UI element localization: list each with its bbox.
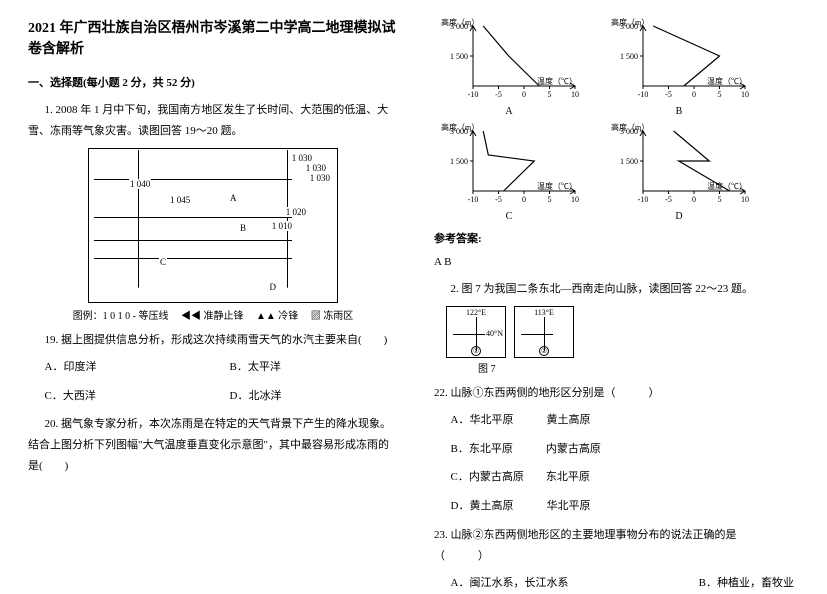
svg-text:5: 5 (548, 195, 552, 204)
svg-text:10: 10 (741, 90, 749, 99)
map-label: 1 030 (305, 163, 327, 173)
question-19: 19. 据上图提供信息分析，形成这次持续雨雪天气的水汽主要来自( ) (28, 330, 398, 351)
svg-text:10: 10 (571, 90, 579, 99)
svg-text:-5: -5 (665, 195, 672, 204)
map-label: 1 040 (129, 179, 151, 189)
mini-lon-1: 122°E (466, 308, 486, 317)
q22-opt-b: B．东北平原 内蒙古高原 (434, 439, 794, 460)
mini-lat-1: 40°N (486, 329, 503, 338)
q2-intro: 2. 图 7 为我国二条东北—西南走向山脉，读图回答 22～23 题。 (434, 279, 794, 300)
mini-fig-2: 113°E ② (514, 306, 574, 358)
svg-text:-5: -5 (665, 90, 672, 99)
q19-opt-c: C．大西洋 (28, 386, 213, 407)
svg-text:高度（m）: 高度（m） (611, 123, 649, 132)
chart-c: 3 0001 500-10-50510高度（m）温度（℃） C (434, 123, 584, 222)
mini-figures: 122°E 40°N ① 113°E ② (446, 306, 794, 358)
chart-a: 3 0001 500-10-50510高度（m）温度（℃） A (434, 18, 584, 117)
chart-d: 3 0001 500-10-50510高度（m）温度（℃） D (604, 123, 754, 222)
svg-text:1 500: 1 500 (620, 157, 638, 166)
map-label: 1 020 (285, 207, 307, 217)
svg-text:0: 0 (522, 195, 526, 204)
mini-fig-1: 122°E 40°N ① (446, 306, 506, 358)
svg-text:1 500: 1 500 (450, 52, 468, 61)
svg-text:温度（℃）: 温度（℃） (537, 181, 577, 191)
map-legend: 图例：1 0 1 0 - 等压线 ◀◀ 准静止锋 ▲▲ 冷锋 ▨ 冻雨区 (28, 307, 398, 322)
svg-text:-10: -10 (468, 195, 479, 204)
map-label: 1 045 (169, 195, 191, 205)
map-label: 1 030 (309, 173, 331, 183)
answer-heading: 参考答案: (434, 230, 794, 246)
map-label: A (229, 193, 238, 203)
mini-num-1: ① (471, 346, 481, 356)
question-23: 23. 山脉②东西两侧地形区的主要地理事物分布的说法正确的是 （ ） (434, 525, 794, 567)
section-1-head: 一、选择题(每小题 2 分，共 52 分) (28, 74, 398, 90)
mini-fig-caption: 图 7 (478, 360, 794, 375)
svg-text:0: 0 (692, 195, 696, 204)
mini-num-2: ② (539, 346, 549, 356)
q22-opt-a: A．华北平原 黄土高原 (434, 410, 794, 431)
exam-title: 2021 年广西壮族自治区梧州市岑溪第二中学高二地理模拟试卷含解析 (28, 18, 398, 60)
q1-intro: 1. 2008 年 1 月中下旬，我国南方地区发生了长时间、大范围的低温、大雪、… (28, 100, 398, 142)
map-label: D (269, 282, 278, 292)
answer-1: A B (434, 252, 794, 273)
svg-text:5: 5 (548, 90, 552, 99)
svg-text:10: 10 (571, 195, 579, 204)
svg-text:1 500: 1 500 (620, 52, 638, 61)
chart-b: 3 0001 500-10-50510高度（m）温度（℃） B (604, 18, 754, 117)
svg-text:-10: -10 (638, 90, 649, 99)
svg-text:高度（m）: 高度（m） (611, 18, 649, 27)
chart-b-label: B (604, 106, 754, 117)
question-22: 22. 山脉①东西两侧的地形区分别是（ ） (434, 383, 794, 404)
map-label: B (239, 223, 247, 233)
svg-text:10: 10 (741, 195, 749, 204)
charts-grid: 3 0001 500-10-50510高度（m）温度（℃） A 3 0001 5… (434, 18, 754, 222)
q19-opt-b: B．太平洋 (213, 357, 398, 378)
svg-text:5: 5 (718, 195, 722, 204)
chart-d-label: D (604, 211, 754, 222)
chart-c-label: C (434, 211, 584, 222)
svg-text:-10: -10 (468, 90, 479, 99)
q19-opt-a: A．印度洋 (28, 357, 213, 378)
q19-opt-d: D．北冰洋 (213, 386, 398, 407)
q23-opt-a: A．闽江水系，长江水系 (434, 573, 568, 594)
question-20: 20. 据气象专家分析，本次冻雨是在特定的天气背景下产生的降水现象。结合上图分析… (28, 414, 398, 477)
map-label: C (159, 257, 167, 267)
svg-text:高度（m）: 高度（m） (441, 18, 479, 27)
svg-text:温度（℃）: 温度（℃） (537, 76, 577, 86)
chart-a-label: A (434, 106, 584, 117)
q22-opt-d: D．黄土高原 华北平原 (434, 496, 794, 517)
q23-opt-b: B．种植业，畜牧业 (699, 573, 794, 594)
svg-text:-10: -10 (638, 195, 649, 204)
weather-map: 1 030 1 030 1 030 1 040 1 045 1 020 1 01… (88, 148, 338, 303)
map-label: 1 010 (271, 221, 293, 231)
map-label: 1 030 (291, 153, 313, 163)
svg-text:0: 0 (692, 90, 696, 99)
map-figure: 1 030 1 030 1 030 1 040 1 045 1 020 1 01… (28, 148, 398, 322)
svg-text:5: 5 (718, 90, 722, 99)
svg-text:0: 0 (522, 90, 526, 99)
svg-text:温度（℃）: 温度（℃） (707, 76, 747, 86)
mini-lon-2: 113°E (534, 308, 554, 317)
svg-text:1 500: 1 500 (450, 157, 468, 166)
svg-text:-5: -5 (495, 195, 502, 204)
q22-opt-c: C．内蒙古高原 东北平原 (434, 467, 794, 488)
svg-text:-5: -5 (495, 90, 502, 99)
svg-text:高度（m）: 高度（m） (441, 123, 479, 132)
